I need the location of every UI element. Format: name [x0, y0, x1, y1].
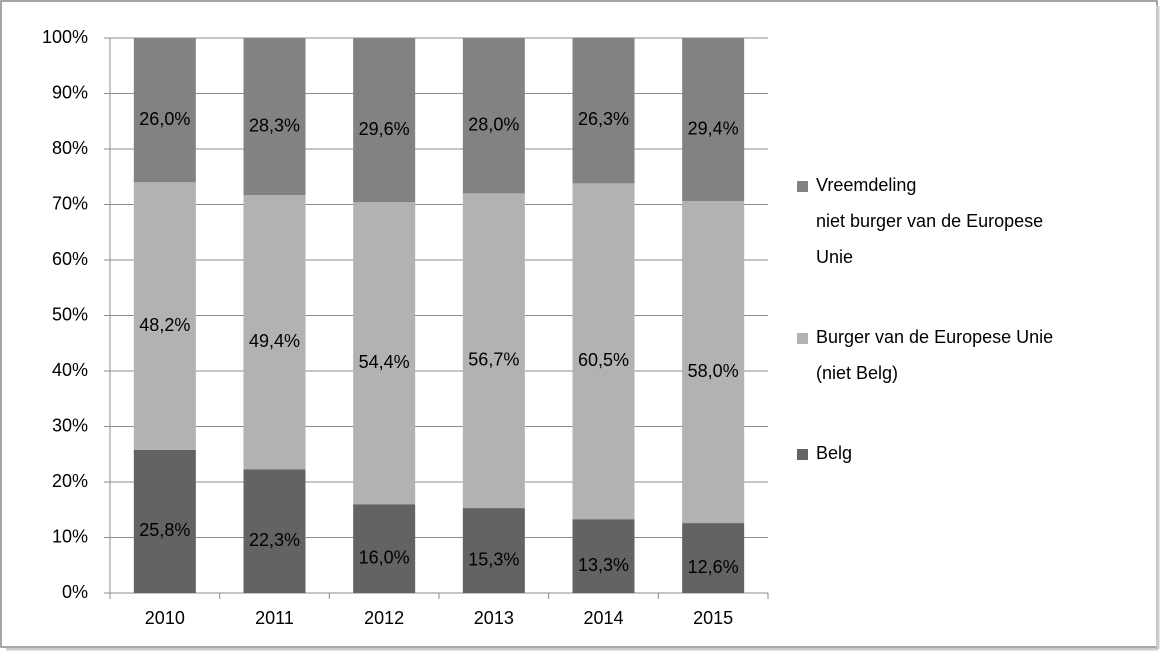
data-label: 56,7%	[468, 349, 519, 369]
x-tick-label: 2015	[693, 608, 733, 628]
y-tick-label: 80%	[52, 138, 88, 158]
legend-label-line: Belg	[816, 443, 852, 463]
bar-segment	[572, 519, 635, 593]
bar-segment	[243, 469, 306, 593]
data-label: 54,4%	[359, 352, 410, 372]
bar-segment	[682, 523, 745, 593]
legend-label-line: Unie	[816, 247, 853, 267]
data-label: 58,0%	[688, 361, 739, 381]
y-tick-label: 20%	[52, 471, 88, 491]
legend-label: Belg	[816, 443, 852, 463]
x-tick-label: 2010	[145, 608, 185, 628]
y-tick-label: 50%	[52, 304, 88, 324]
legend-label-line: Vreemdeling	[816, 175, 916, 195]
y-tick-label: 70%	[52, 193, 88, 213]
data-label: 25,8%	[139, 520, 190, 540]
bar-segment	[462, 508, 525, 593]
y-tick-label: 0%	[62, 582, 88, 602]
legend-label-line: (niet Belg)	[816, 363, 898, 383]
x-tick-label: 2013	[474, 608, 514, 628]
y-tick-label: 60%	[52, 249, 88, 269]
bar-segment	[353, 38, 416, 203]
legend-label-line: Burger van de Europese Unie	[816, 327, 1053, 347]
data-label: 60,5%	[578, 350, 629, 370]
data-label: 48,2%	[139, 315, 190, 335]
data-label: 26,3%	[578, 109, 629, 129]
bar-segment	[462, 193, 525, 509]
bar-segment	[133, 182, 196, 450]
bar-segment	[682, 201, 745, 524]
data-label: 22,3%	[249, 530, 300, 550]
bar-segment	[682, 38, 745, 202]
data-label: 49,4%	[249, 331, 300, 351]
x-tick-label: 2014	[583, 608, 623, 628]
y-tick-label: 30%	[52, 415, 88, 435]
data-label: 29,4%	[688, 118, 739, 138]
legend-swatch	[797, 333, 808, 344]
bar-segment	[353, 202, 416, 505]
legend-label: Vreemdeling niet burger van de Europese Un…	[816, 175, 1043, 267]
legend-label: Burger van de Europese Unie (niet Belg)	[816, 327, 1053, 383]
x-tick-label: 2012	[364, 608, 404, 628]
y-tick-label: 90%	[52, 82, 88, 102]
data-label: 26,0%	[139, 109, 190, 129]
data-label: 28,3%	[249, 115, 300, 135]
data-label: 15,3%	[468, 549, 519, 569]
y-tick-label: 10%	[52, 526, 88, 546]
data-label: 16,0%	[359, 547, 410, 567]
data-label: 28,0%	[468, 114, 519, 134]
y-tick-label: 100%	[42, 27, 88, 47]
legend-swatch	[797, 449, 808, 460]
bar-segment	[572, 183, 635, 520]
data-label: 29,6%	[359, 119, 410, 139]
bar-segment	[133, 449, 196, 593]
bar-segment	[462, 38, 525, 194]
x-tick-label: 2011	[255, 608, 294, 628]
data-label: 13,3%	[578, 555, 629, 575]
bar-segment	[243, 195, 306, 470]
bar-segment	[133, 38, 196, 183]
legend-swatch	[797, 181, 808, 192]
bar-segment	[572, 37, 635, 184]
data-label: 12,6%	[688, 557, 739, 577]
bar-segment	[243, 38, 306, 196]
bar-segment	[353, 504, 416, 593]
legend-label-line: niet burger van de Europese	[816, 211, 1043, 231]
y-tick-label: 40%	[52, 360, 88, 380]
